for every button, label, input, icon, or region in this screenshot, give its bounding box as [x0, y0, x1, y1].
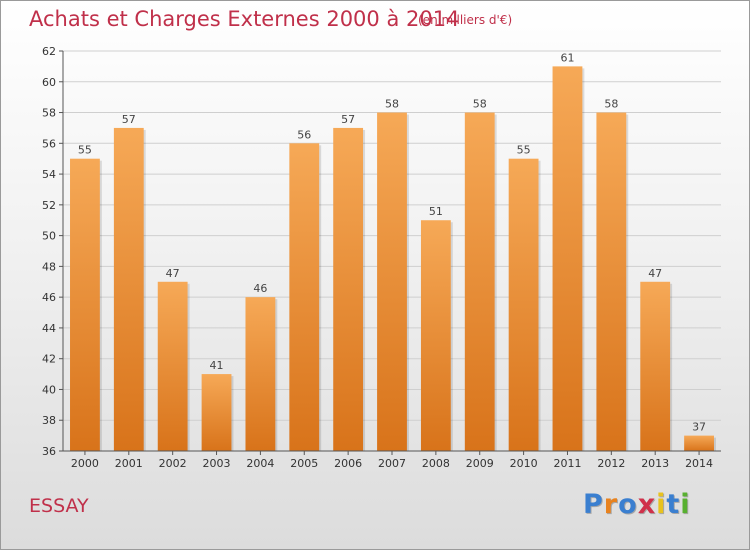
bar-2008 — [420, 220, 451, 451]
data-label-2013: 47 — [648, 267, 662, 280]
y-tick-label: 52 — [42, 199, 56, 212]
bar-2013 — [640, 281, 671, 451]
bar-2014 — [684, 435, 714, 451]
x-tick-label-2007: 2007 — [378, 457, 406, 470]
logo-letter: x — [637, 489, 657, 520]
chart-title: Achats et Charges Externes 2000 à 2014 — [29, 7, 460, 31]
y-tick-label: 42 — [42, 353, 56, 366]
bar-2001 — [113, 127, 144, 451]
data-label-2005: 56 — [297, 128, 311, 141]
x-tick-label-2004: 2004 — [246, 457, 274, 470]
x-tick-label-2009: 2009 — [466, 457, 494, 470]
bar-2002 — [157, 281, 188, 451]
y-tick-label: 58 — [42, 107, 56, 120]
data-label-2000: 55 — [78, 144, 92, 157]
logo-letter: P — [583, 489, 604, 520]
x-tick-label-2006: 2006 — [334, 457, 362, 470]
data-label-2009: 58 — [473, 98, 487, 111]
data-label-2001: 57 — [122, 113, 136, 126]
y-tick-label: 36 — [42, 445, 56, 458]
x-tick-label-2003: 2003 — [203, 457, 231, 470]
y-tick-label: 38 — [42, 414, 56, 427]
x-tick-label-2002: 2002 — [159, 457, 187, 470]
x-tick-label-2000: 2000 — [71, 457, 99, 470]
x-tick-label-2011: 2011 — [553, 457, 581, 470]
x-tick-label-2012: 2012 — [597, 457, 625, 470]
y-tick-label: 54 — [42, 168, 56, 181]
logo-letter: i — [656, 489, 667, 520]
x-tick-label-2001: 2001 — [115, 457, 143, 470]
y-tick-label: 40 — [42, 383, 56, 396]
bar-2012 — [596, 112, 627, 452]
data-label-2007: 58 — [385, 98, 399, 111]
bars: 55 57 47 41 46 56 57 58 51 58 55 61 58 47 37 — [70, 51, 716, 452]
y-tick-label: 48 — [42, 260, 56, 273]
logo-letter: r — [603, 489, 619, 520]
x-tick-label-2014: 2014 — [685, 457, 713, 470]
bar-2005 — [289, 143, 320, 452]
chart-subtitle: (en milliers d'€) — [418, 13, 513, 27]
y-tick-label: 50 — [42, 230, 56, 243]
x-tick-label-2010: 2010 — [510, 457, 538, 470]
data-label-2003: 41 — [210, 359, 224, 372]
bar-2009 — [464, 112, 495, 452]
x-tick-label-2008: 2008 — [422, 457, 450, 470]
data-label-2006: 57 — [341, 113, 355, 126]
y-tick-label: 60 — [42, 76, 56, 89]
bar-2011 — [552, 66, 583, 451]
bar-2006 — [333, 127, 364, 451]
x-tick-label-2013: 2013 — [641, 457, 669, 470]
location-label: ESSAY — [29, 495, 89, 517]
bar-2000 — [70, 158, 100, 451]
logo-letter: t — [666, 489, 681, 520]
bar-2004 — [245, 297, 276, 451]
y-tick-label: 44 — [42, 322, 56, 335]
data-label-2014: 37 — [692, 421, 706, 434]
bar-2010 — [508, 158, 539, 451]
data-label-2011: 61 — [560, 51, 574, 64]
y-tick-label: 56 — [42, 137, 56, 150]
data-label-2004: 46 — [253, 282, 267, 295]
bar-2007 — [377, 112, 407, 452]
y-tick-label: 46 — [42, 291, 56, 304]
axes: 36 38 40 42 44 46 48 50 52 54 56 58 60 62 2000 2001 2002… — [42, 45, 721, 470]
logo-letter: o — [618, 489, 638, 520]
bar-2003 — [201, 374, 232, 451]
data-label-2012: 58 — [604, 98, 618, 111]
logo-letter: i — [680, 489, 691, 520]
y-tick-label: 62 — [42, 45, 56, 58]
data-label-2002: 47 — [166, 267, 180, 280]
data-label-2008: 51 — [429, 205, 443, 218]
data-label-2010: 55 — [517, 144, 531, 157]
proxiti-logo[interactable]: Proxiti — [583, 489, 691, 520]
x-tick-label-2005: 2005 — [290, 457, 318, 470]
